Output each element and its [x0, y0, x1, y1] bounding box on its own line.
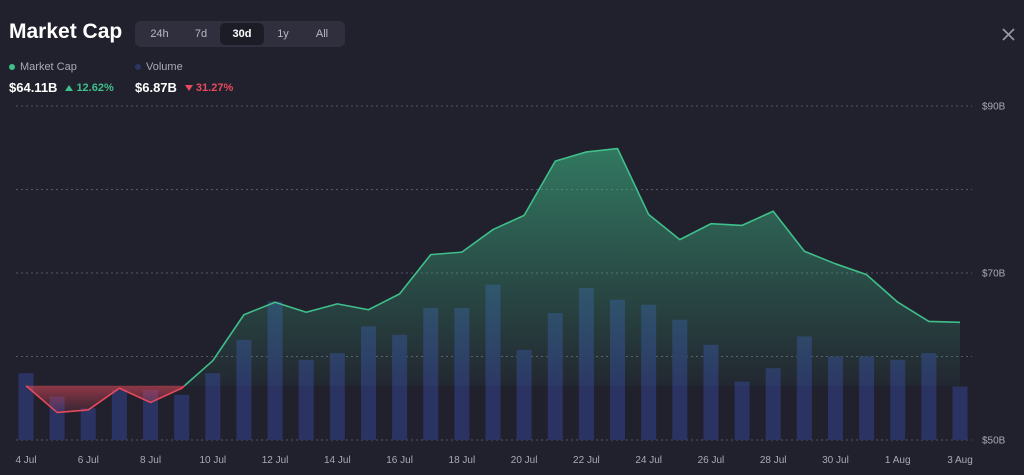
- volume-change: 31.27%: [184, 81, 234, 94]
- volume-bar: [143, 389, 159, 440]
- x-tick-label: 22 Jul: [573, 455, 600, 466]
- legend-market-cap: Market Cap: [9, 61, 77, 73]
- market-cap-value: $64.11B: [9, 80, 58, 95]
- volume-bar: [111, 389, 127, 440]
- y-tick-label: $50B: [982, 436, 1006, 447]
- legend-volume-label: Volume: [146, 61, 183, 73]
- x-tick-label: 16 Jul: [386, 455, 413, 466]
- market-cap-summary: $64.11B 12.62%: [9, 80, 114, 95]
- volume-bar: [765, 368, 781, 440]
- tab-7d[interactable]: 7d: [194, 28, 208, 40]
- x-tick-label: 4 Jul: [15, 455, 36, 466]
- tab-1y[interactable]: 1y: [277, 28, 289, 40]
- market-cap-change: 12.62%: [65, 81, 114, 94]
- volume-dot-icon: [135, 64, 141, 70]
- x-tick-label: 20 Jul: [511, 455, 538, 466]
- triangle-down-icon: [184, 84, 193, 91]
- volume-bar: [174, 394, 190, 440]
- x-tick-label: 18 Jul: [449, 455, 476, 466]
- timeframe-tabs: 24h 7d 30d 1y All: [135, 21, 345, 47]
- volume-summary: $6.87B 31.27%: [135, 80, 233, 95]
- legend-volume: Volume: [135, 61, 183, 73]
- x-tick-label: 30 Jul: [822, 455, 849, 466]
- x-tick-label: 12 Jul: [262, 455, 289, 466]
- page-title: Market Cap: [9, 20, 123, 43]
- market-cap-line-down: [25, 385, 186, 414]
- tab-24h[interactable]: 24h: [150, 28, 169, 40]
- x-tick-label: 6 Jul: [78, 455, 99, 466]
- x-tick-label: 24 Jul: [635, 455, 662, 466]
- volume-bar: [205, 373, 221, 440]
- x-tick-label: 14 Jul: [324, 455, 351, 466]
- volume-bar: [734, 381, 750, 440]
- x-tick-label: 8 Jul: [140, 455, 161, 466]
- market-cap-area-down: [26, 385, 185, 413]
- volume-change-value: 31.27%: [195, 81, 234, 94]
- y-tick-label: $90B: [982, 102, 1006, 113]
- x-tick-label: 28 Jul: [760, 455, 787, 466]
- x-tick-label: 1 Aug: [885, 455, 911, 466]
- y-tick-label: $70B: [982, 269, 1006, 280]
- market-cap-dot-icon: [9, 64, 15, 70]
- volume-value: $6.87B: [135, 80, 177, 95]
- volume-bar: [80, 408, 96, 440]
- triangle-up-icon: [65, 84, 74, 91]
- volume-bar: [952, 386, 968, 440]
- volume-bar: [18, 373, 34, 440]
- market-cap-change-value: 12.62%: [76, 81, 114, 94]
- x-tick-label: 10 Jul: [199, 455, 226, 466]
- market-cap-line-up: [183, 147, 961, 387]
- x-tick-label: 26 Jul: [698, 455, 725, 466]
- close-icon[interactable]: [998, 24, 1018, 44]
- tab-all[interactable]: All: [315, 28, 329, 40]
- market-cap-area-up: [184, 148, 961, 386]
- tab-30d[interactable]: 30d: [220, 23, 264, 45]
- legend-market-cap-label: Market Cap: [20, 61, 77, 73]
- x-tick-label: 3 Aug: [947, 455, 973, 466]
